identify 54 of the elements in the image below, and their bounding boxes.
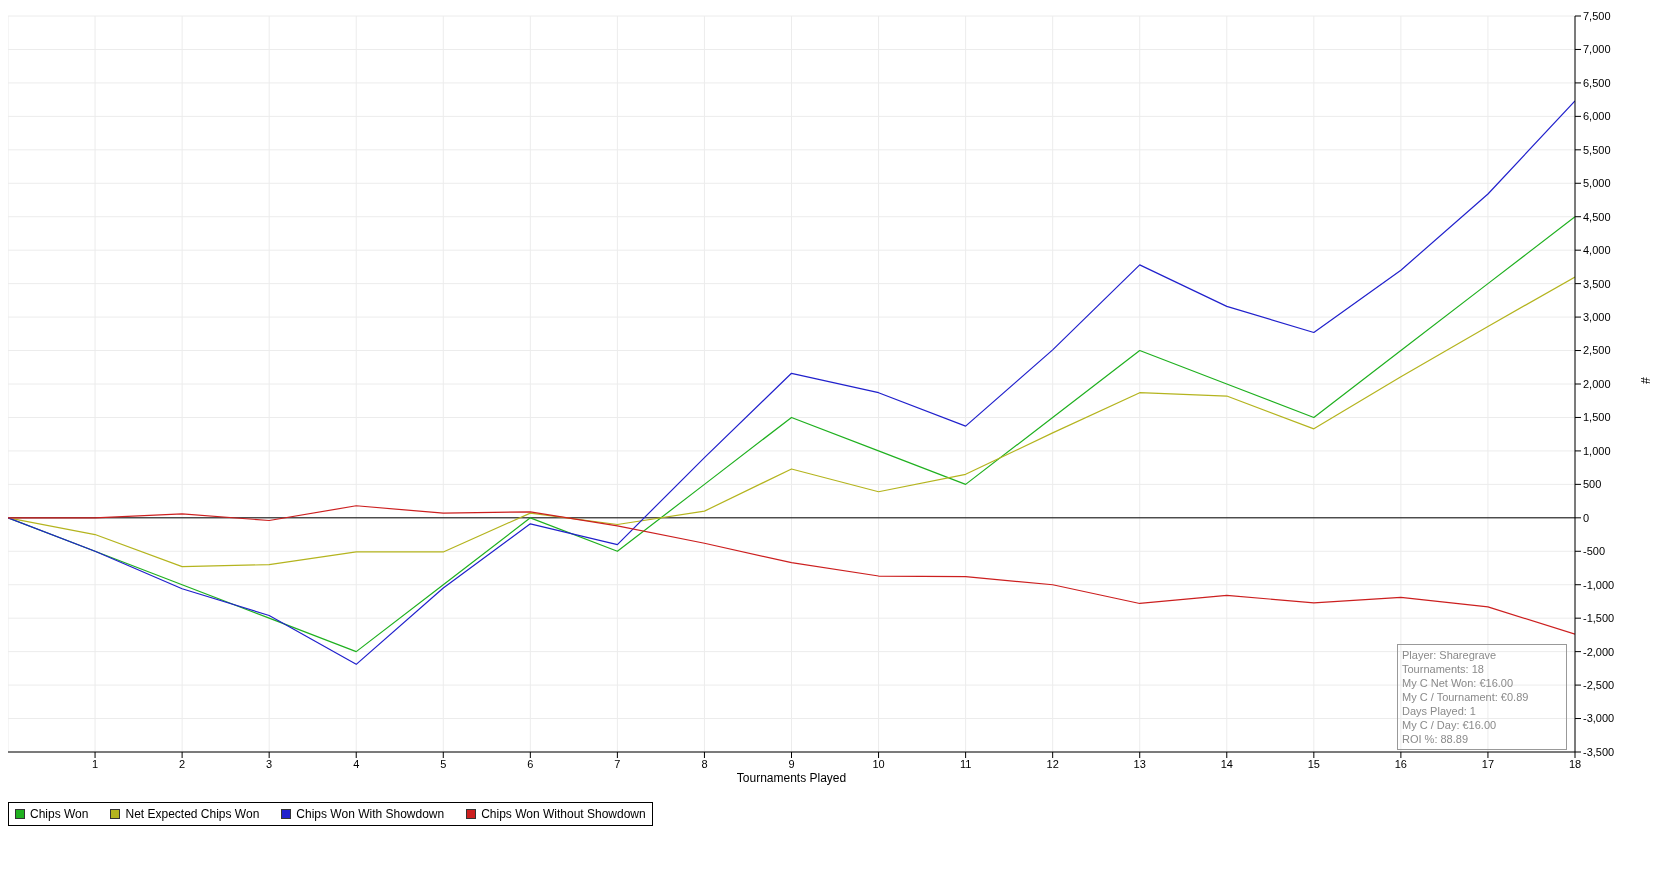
x-tick-label: 12 [1046,757,1059,770]
x-tick-label: 17 [1481,757,1495,770]
y-tick-label: 2,500 [1583,344,1611,357]
legend-label: Chips Won Without Showdown [481,807,646,821]
annotation: Days Played: 1 [1402,704,1477,718]
y-tick-label: 2,000 [1583,377,1611,390]
annotation: Player: Sharegrave [1402,648,1498,662]
y-tick-label: 0 [1583,511,1590,524]
annotation: My C / Tournament: €0.89 [1402,690,1530,704]
y-tick-label: 5,000 [1583,177,1611,190]
annotation: Tournaments: 18 [1402,662,1485,676]
legend-label: Chips Won With Showdown [296,807,445,821]
x-axis-title: Tournaments Played [736,771,847,785]
x-tick-label: 18 [1568,757,1582,770]
x-tick-label: 16 [1394,757,1408,770]
y-tick-label: 5,500 [1583,143,1611,156]
legend-label: Net Expected Chips Won [125,807,260,821]
y-tick-label: 7,000 [1583,43,1611,56]
x-tick-label: 8 [701,757,708,770]
y-tick-label: 7,500 [1583,9,1611,22]
y-tick-label: -3,000 [1583,712,1615,725]
y-tick-label: 500 [1583,478,1602,491]
x-tick-label: 15 [1307,757,1320,770]
x-tick-label: 1 [91,757,99,770]
y-tick-label: 1,500 [1583,411,1611,424]
y-tick-label: 3,500 [1583,277,1611,290]
y-tick-label: 4,500 [1583,210,1611,223]
legend-label: Chips Won [30,807,89,821]
y-tick-label: 4,000 [1583,244,1611,257]
y-tick-label: -500 [1583,545,1606,558]
x-tick-label: 6 [527,757,534,770]
y-tick-label: 6,500 [1583,76,1611,89]
x-tick-label: 10 [872,757,885,770]
annotation: My C / Day: €16.00 [1402,718,1498,732]
annotation: ROI %: 88.89 [1402,732,1470,746]
y-axis-title: # [1637,377,1652,385]
y-tick-label: 1,000 [1583,444,1611,457]
x-tick-label: 14 [1220,757,1233,770]
y-tick-label: -2,500 [1583,679,1615,691]
x-tick-label: 5 [440,757,447,770]
x-tick-label: 9 [788,757,795,770]
y-tick-label: -1,500 [1583,612,1615,625]
y-tick-label: 6,000 [1583,110,1611,123]
x-tick-label: 2 [179,757,186,770]
x-tick-label: 4 [353,757,360,770]
y-tick-label: -1,000 [1583,578,1615,591]
x-tick-label: 13 [1133,757,1146,770]
y-tick-label: 3,000 [1583,311,1611,323]
annotation: My C Net Won: €16.00 [1402,676,1515,690]
y-tick-label: -3,500 [1583,745,1615,758]
x-tick-label: 11 [959,757,972,770]
x-tick-label: 7 [614,757,621,770]
y-tick-label: -2,000 [1583,645,1615,658]
x-tick-label: 3 [266,757,273,770]
